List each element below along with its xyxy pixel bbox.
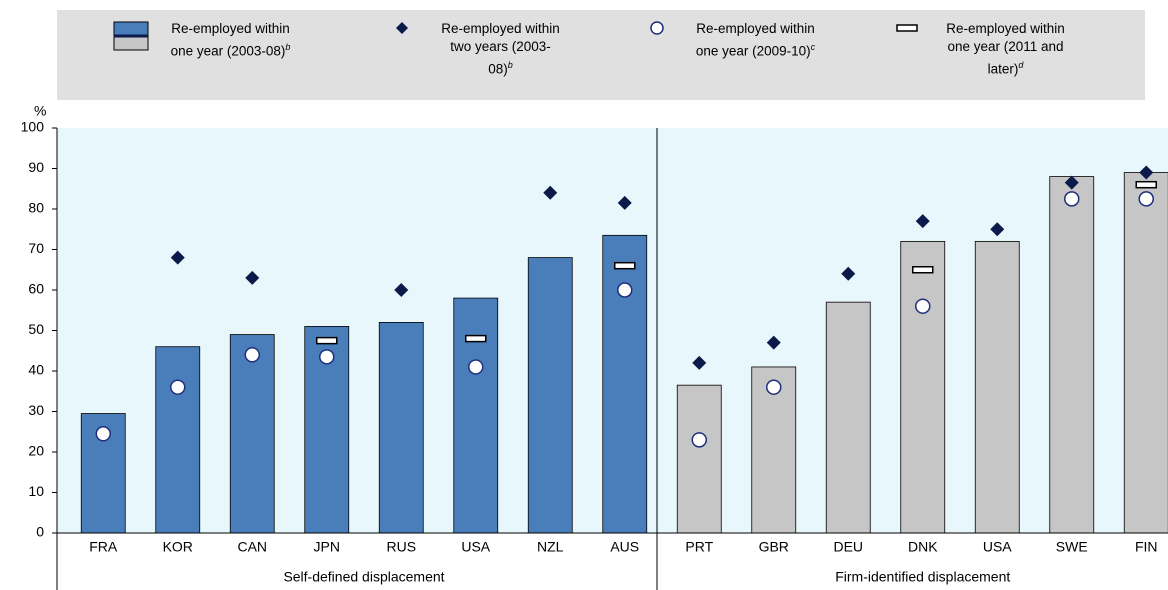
- legend-label: Re-employed within two years (2003-08)b: [438, 20, 563, 79]
- legend-icon: [113, 21, 149, 51]
- x-tick-label: GBR: [759, 539, 789, 555]
- x-tick-label: AUS: [610, 539, 639, 555]
- diamond-marker: [394, 283, 409, 297]
- legend-icon: [396, 22, 408, 34]
- legend-label: Re-employed within one year (2003-08)b: [168, 20, 293, 61]
- y-tick-label: 100: [21, 119, 45, 135]
- dash-marker: [316, 336, 338, 345]
- dash-marker: [912, 266, 934, 274]
- group-label: Firm-identified displacement: [835, 569, 1010, 585]
- legend-note: d: [1018, 60, 1024, 70]
- y-tick-label: 50: [28, 321, 44, 337]
- y-axis-label: %: [34, 103, 46, 119]
- circle-marker: [319, 349, 335, 365]
- bar: [974, 240, 1020, 534]
- bar: [1123, 172, 1168, 534]
- legend-icon: [650, 21, 664, 35]
- dash-marker: [614, 261, 636, 270]
- circle-marker: [468, 359, 484, 375]
- y-tick-label: 20: [28, 443, 44, 459]
- legend-name: Re-employed within two years (2003-08): [441, 21, 560, 77]
- legend-note: b: [507, 60, 513, 70]
- circle-marker: [95, 426, 111, 442]
- y-tick-label: 0: [36, 524, 44, 540]
- diamond-marker: [766, 335, 781, 350]
- legend-note: b: [285, 42, 291, 52]
- circle-marker: [766, 379, 782, 395]
- diamond-marker: [1139, 165, 1154, 180]
- circle-marker: [915, 298, 931, 314]
- legend-label: Re-employed within one year (2009-10)c: [693, 20, 818, 61]
- x-tick-label: USA: [461, 539, 490, 555]
- legend-item: Re-employed within one year (2009-10)c: [637, 20, 818, 61]
- y-tick-label: 60: [28, 281, 44, 297]
- y-tick-label: 10: [28, 483, 44, 499]
- x-tick-label: FRA: [89, 539, 118, 555]
- legend: Re-employed within one year (2003-08)b Re…: [57, 10, 1145, 100]
- circle-marker: [1064, 191, 1080, 207]
- bar: [825, 301, 871, 534]
- x-tick-label: DNK: [908, 539, 938, 555]
- bar: [527, 257, 573, 534]
- legend-swatch: [650, 21, 664, 35]
- legend-note: c: [810, 42, 816, 52]
- legend-item: Re-employed within two years (2003-08)b: [382, 20, 563, 79]
- x-tick-label: JPN: [314, 539, 340, 555]
- x-tick-label: KOR: [163, 539, 193, 555]
- bar: [229, 334, 275, 534]
- diamond-marker: [617, 195, 632, 210]
- y-tick-label: 90: [28, 159, 44, 175]
- diamond-marker: [915, 214, 930, 229]
- legend-item: Re-employed within one year (2011 and la…: [887, 20, 1068, 79]
- y-tick-label: 30: [28, 402, 44, 418]
- circle-marker: [691, 432, 707, 448]
- x-tick-label: FIN: [1135, 539, 1158, 555]
- dash-marker: [465, 334, 487, 343]
- bar: [155, 346, 201, 534]
- legend-swatch: [113, 21, 149, 37]
- legend-swatch: [396, 22, 408, 34]
- legend-name: Re-employed within one year (2003-08): [170, 21, 290, 59]
- x-tick-label: RUS: [386, 539, 416, 555]
- x-tick-label: CAN: [237, 539, 267, 555]
- bar: [378, 321, 424, 534]
- legend-name: Re-employed within one year (2009-10): [695, 21, 815, 59]
- diamond-marker: [245, 270, 260, 285]
- bar: [676, 384, 722, 534]
- group-label: Self-defined displacement: [283, 569, 444, 585]
- circle-marker: [170, 379, 186, 395]
- x-tick-label: PRT: [685, 539, 713, 555]
- circle-marker: [1138, 191, 1154, 207]
- circle-marker: [617, 282, 633, 298]
- x-tick-label: DEU: [833, 539, 863, 555]
- bar: [1049, 176, 1095, 534]
- dash-marker: [1135, 180, 1157, 189]
- diamond-marker: [170, 250, 185, 265]
- diamond-marker: [990, 222, 1005, 237]
- diamond-marker: [841, 266, 856, 281]
- legend-icon: [896, 24, 918, 32]
- diamond-marker: [692, 355, 707, 370]
- legend-label: Re-employed within one year (2011 and la…: [943, 20, 1068, 79]
- bar: [900, 240, 946, 534]
- legend-swatch: [896, 24, 918, 32]
- y-tick-label: 70: [28, 240, 44, 256]
- y-tick-label: 40: [28, 362, 44, 378]
- x-tick-label: SWE: [1056, 539, 1088, 555]
- legend-item: Re-employed within one year (2003-08)b: [112, 20, 293, 61]
- legend-name: Re-employed within one year (2011 and la…: [946, 21, 1065, 77]
- x-tick-label: NZL: [537, 539, 564, 555]
- y-tick-label: 80: [28, 200, 44, 216]
- bar: [453, 297, 499, 534]
- diamond-marker: [543, 185, 558, 200]
- legend-swatch: [113, 35, 149, 51]
- bar: [602, 234, 648, 534]
- circle-marker: [244, 347, 260, 363]
- diamond-marker: [1064, 175, 1079, 190]
- x-tick-label: USA: [983, 539, 1012, 555]
